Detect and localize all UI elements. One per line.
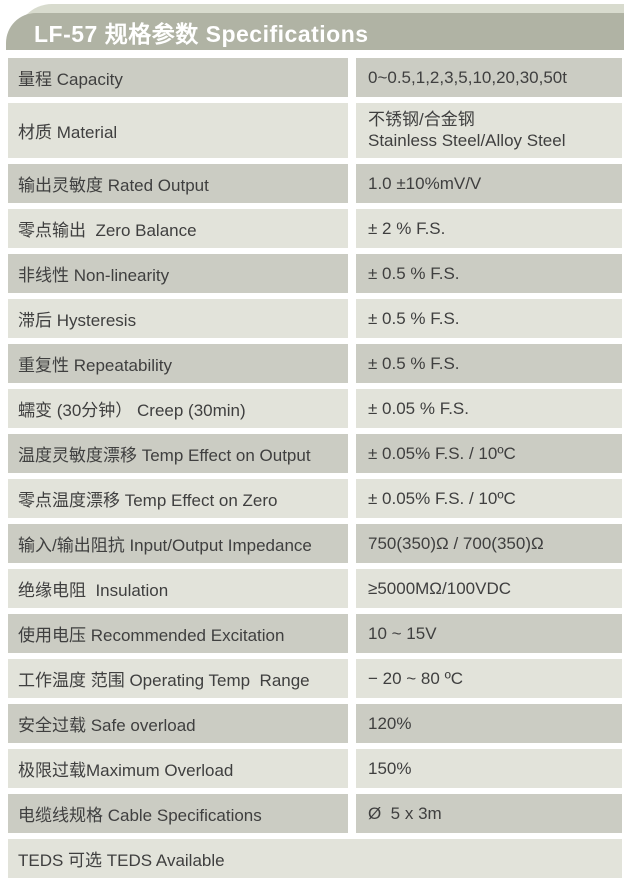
table-row: 零点输出 Zero Balance ± 2 % F.S.: [8, 209, 622, 248]
table-row: 温度灵敏度漂移 Temp Effect on Output ± 0.05% F.S…: [8, 434, 622, 473]
table-row: 使用电压 Recommended Excitation 10 ~ 15V: [8, 614, 622, 653]
spec-value: 150%: [356, 749, 622, 788]
table-row: TEDS 可选 TEDS Available: [8, 839, 622, 878]
spec-label: 零点输出 Zero Balance: [8, 209, 348, 248]
spec-value: ± 0.05 % F.S.: [356, 389, 622, 428]
spec-value: 1.0 ±10%mV/V: [356, 164, 622, 203]
spec-value: 120%: [356, 704, 622, 743]
spec-value: Ø 5 x 3m: [356, 794, 622, 833]
table-row: 输入/输出阻抗 Input/Output Impedance 750(350)Ω …: [8, 524, 622, 563]
table-row: 零点温度漂移 Temp Effect on Zero ± 0.05% F.S. /…: [8, 479, 622, 518]
table-row: 绝缘电阻 Insulation ≥5000MΩ/100VDC: [8, 569, 622, 608]
table-row: 非线性 Non-linearity ± 0.5 % F.S.: [8, 254, 622, 293]
spec-label: TEDS 可选 TEDS Available: [8, 839, 622, 878]
table-row: 工作温度 范围 Operating Temp Range − 20 ~ 80 ºC: [8, 659, 622, 698]
spec-value-lines: 不锈钢/合金钢 Stainless Steel/Alloy Steel: [368, 109, 566, 150]
spec-table: 量程 Capacity 0~0.5,1,2,3,5,10,20,30,50t 材质 …: [8, 58, 622, 878]
spec-label: 材质 Material: [8, 103, 348, 158]
spec-label: 极限过载Maximum Overload: [8, 749, 348, 788]
spec-label: 零点温度漂移 Temp Effect on Zero: [8, 479, 348, 518]
spec-label: 绝缘电阻 Insulation: [8, 569, 348, 608]
spec-label: 输入/输出阻抗 Input/Output Impedance: [8, 524, 348, 563]
spec-label: 蠕变 (30分钟） Creep (30min): [8, 389, 348, 428]
spec-value: 0~0.5,1,2,3,5,10,20,30,50t: [356, 58, 622, 97]
spec-value: 750(350)Ω / 700(350)Ω: [356, 524, 622, 563]
table-row: 蠕变 (30分钟） Creep (30min) ± 0.05 % F.S.: [8, 389, 622, 428]
spec-value: ± 0.5 % F.S.: [356, 299, 622, 338]
table-row: 重复性 Repeatability ± 0.5 % F.S.: [8, 344, 622, 383]
table-row: 滞后 Hysteresis ± 0.5 % F.S.: [8, 299, 622, 338]
spec-value: − 20 ~ 80 ºC: [356, 659, 622, 698]
page-title: LF-57 规格参数 Specifications: [34, 20, 369, 47]
spec-label: 滞后 Hysteresis: [8, 299, 348, 338]
table-row: 材质 Material 不锈钢/合金钢 Stainless Steel/Alloy …: [8, 103, 622, 158]
spec-header: LF-57 规格参数 Specifications: [0, 0, 624, 50]
spec-label: 电缆线规格 Cable Specifications: [8, 794, 348, 833]
spec-label: 输出灵敏度 Rated Output: [8, 164, 348, 203]
spec-label: 工作温度 范围 Operating Temp Range: [8, 659, 348, 698]
spec-value: ± 2 % F.S.: [356, 209, 622, 248]
spec-label: 量程 Capacity: [8, 58, 348, 97]
spec-value: ≥5000MΩ/100VDC: [356, 569, 622, 608]
table-row: 安全过载 Safe overload 120%: [8, 704, 622, 743]
spec-value: ± 0.5 % F.S.: [356, 254, 622, 293]
spec-value: 不锈钢/合金钢 Stainless Steel/Alloy Steel: [356, 103, 622, 158]
table-row: 量程 Capacity 0~0.5,1,2,3,5,10,20,30,50t: [8, 58, 622, 97]
table-row: 极限过载Maximum Overload 150%: [8, 749, 622, 788]
table-row: 电缆线规格 Cable Specifications Ø 5 x 3m: [8, 794, 622, 833]
spec-value: ± 0.05% F.S. / 10ºC: [356, 434, 622, 473]
table-row: 输出灵敏度 Rated Output 1.0 ±10%mV/V: [8, 164, 622, 203]
spec-label: 安全过载 Safe overload: [8, 704, 348, 743]
header-bar: LF-57 规格参数 Specifications: [6, 13, 624, 50]
spec-value: ± 0.5 % F.S.: [356, 344, 622, 383]
spec-value: ± 0.05% F.S. / 10ºC: [356, 479, 622, 518]
spec-label: 使用电压 Recommended Excitation: [8, 614, 348, 653]
spec-label: 非线性 Non-linearity: [8, 254, 348, 293]
spec-value: 10 ~ 15V: [356, 614, 622, 653]
spec-label: 温度灵敏度漂移 Temp Effect on Output: [8, 434, 348, 473]
spec-label: 重复性 Repeatability: [8, 344, 348, 383]
